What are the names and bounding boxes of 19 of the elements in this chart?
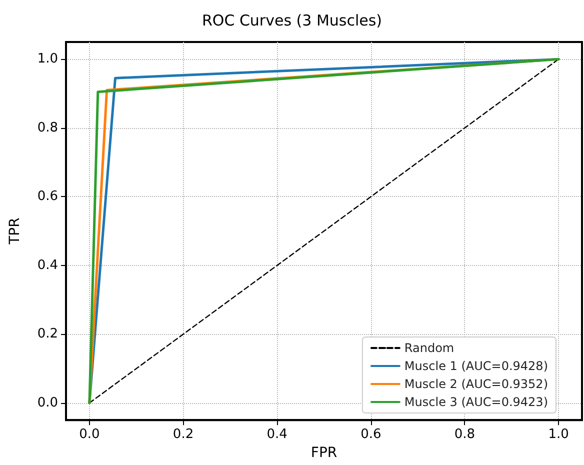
chart-title: ROC Curves (3 Muscles) [202, 12, 382, 30]
y-tick-label: 0.4 [37, 258, 58, 273]
legend-label: Muscle 3 (AUC=0.9423) [404, 395, 548, 409]
x-tick-label: 0.0 [79, 427, 100, 442]
legend-label: Random [404, 341, 454, 355]
y-axis-title: TPR [7, 217, 23, 246]
x-tick-label: 1.0 [548, 427, 569, 442]
y-tick-label: 0.8 [37, 120, 58, 136]
legend-label: Muscle 2 (AUC=0.9352) [404, 377, 548, 391]
x-tick-label: 0.8 [454, 427, 476, 442]
legend-label: Muscle 1 (AUC=0.9428) [404, 359, 548, 373]
x-tick-label: 0.6 [360, 427, 382, 442]
y-tick-label: 1.0 [37, 52, 58, 67]
x-axis-title: FPR [310, 445, 338, 461]
y-tick-label: 0.0 [37, 395, 58, 410]
x-tick-label: 0.4 [266, 427, 288, 442]
y-tick-label: 0.2 [37, 326, 58, 342]
y-tick-label: 0.6 [37, 189, 58, 204]
x-tick-label: 0.2 [172, 427, 194, 442]
